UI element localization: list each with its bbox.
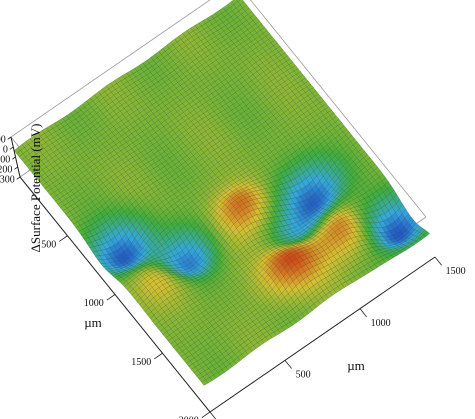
x-axis-title: µm bbox=[347, 358, 365, 373]
surface-mesh bbox=[13, 0, 430, 386]
surface-facet bbox=[229, 360, 237, 368]
z-axis-title: ΔSurface Potential (mV) bbox=[28, 124, 43, 253]
surface-facet bbox=[390, 253, 398, 258]
z-tick-label: 0 bbox=[3, 144, 8, 155]
y-tick-label: 2000 bbox=[179, 416, 199, 419]
surface-facet bbox=[241, 351, 249, 358]
surface-facet bbox=[398, 248, 407, 254]
box-edge bbox=[250, 0, 427, 218]
surface-facet bbox=[281, 324, 289, 331]
surface-facet bbox=[253, 342, 261, 349]
z-tick bbox=[14, 166, 18, 170]
y-tick bbox=[201, 411, 211, 419]
z-tick bbox=[7, 136, 12, 140]
surface-facet bbox=[309, 303, 317, 311]
box-edge bbox=[10, 0, 211, 138]
z-tick bbox=[11, 156, 16, 160]
surface-facet bbox=[205, 377, 213, 384]
z-tick-label: -100 bbox=[0, 154, 10, 165]
axis-line bbox=[209, 256, 436, 413]
y-tick bbox=[154, 352, 163, 360]
x-tick-label: 500 bbox=[296, 370, 311, 381]
surface-facet bbox=[201, 379, 209, 386]
x-tick bbox=[209, 411, 217, 419]
surface-facet bbox=[415, 237, 423, 243]
surface-facet bbox=[237, 354, 245, 361]
surface-facet bbox=[245, 348, 253, 355]
x-tick bbox=[434, 256, 442, 266]
surface-facet bbox=[374, 261, 382, 268]
x-tick bbox=[359, 308, 367, 318]
y-tick-label: 1000 bbox=[84, 298, 104, 309]
surface-facet bbox=[386, 255, 394, 261]
surface-facet bbox=[313, 300, 321, 308]
z-tick bbox=[9, 146, 14, 150]
y-tick-label: 500 bbox=[41, 239, 56, 250]
surface-facet bbox=[209, 374, 217, 381]
z-tick bbox=[16, 176, 21, 180]
y-tick-label: 1500 bbox=[131, 357, 151, 368]
z-tick-label: -200 bbox=[0, 164, 12, 175]
z-tick-label: -300 bbox=[0, 174, 15, 185]
z-tick-label: 100 bbox=[0, 134, 6, 145]
x-tick-label: 1000 bbox=[371, 318, 391, 329]
x-tick bbox=[284, 360, 292, 369]
axes: 0500100015005001000150020001000-100-200-… bbox=[0, 134, 466, 419]
y-axis-title: µm bbox=[84, 315, 102, 330]
surface-facet bbox=[249, 345, 257, 352]
y-tick bbox=[106, 294, 116, 301]
surface-facet bbox=[221, 366, 229, 373]
y-tick bbox=[59, 235, 68, 242]
x-tick-label: 1500 bbox=[446, 266, 466, 277]
surface-facet bbox=[277, 327, 285, 334]
surface-facet bbox=[289, 319, 297, 326]
